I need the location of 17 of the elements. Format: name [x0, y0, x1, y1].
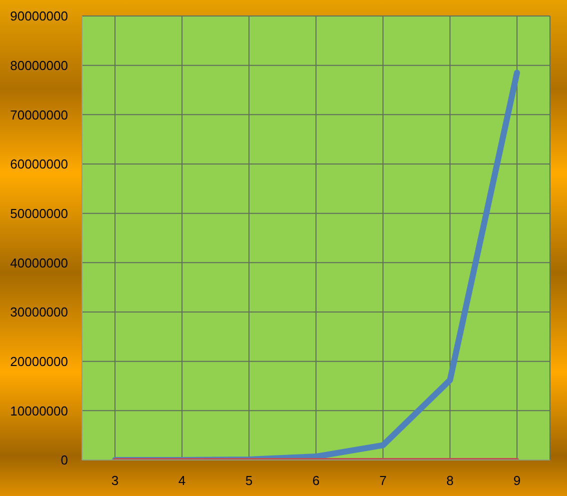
y-tick-label: 80000000	[10, 58, 68, 73]
y-tick-label: 90000000	[10, 8, 68, 24]
x-tick-label: 4	[178, 473, 186, 488]
y-tick-label: 0	[60, 452, 68, 468]
x-tick-label: 6	[312, 473, 320, 488]
x-tick-label: 7	[379, 473, 387, 488]
x-tick-label: 5	[245, 473, 253, 488]
x-tick-label: 8	[446, 473, 454, 488]
x-tick-label: 3	[111, 473, 119, 488]
y-tick-label: 10000000	[10, 403, 68, 418]
y-tick-label: 60000000	[10, 156, 68, 172]
x-tick-label: 9	[513, 473, 521, 488]
y-tick-label: 30000000	[10, 304, 68, 320]
y-tick-label: 40000000	[10, 255, 68, 270]
y-tick-label: 20000000	[10, 354, 68, 369]
y-tick-label: 70000000	[10, 107, 68, 122]
y-tick-label: 50000000	[10, 206, 68, 221]
